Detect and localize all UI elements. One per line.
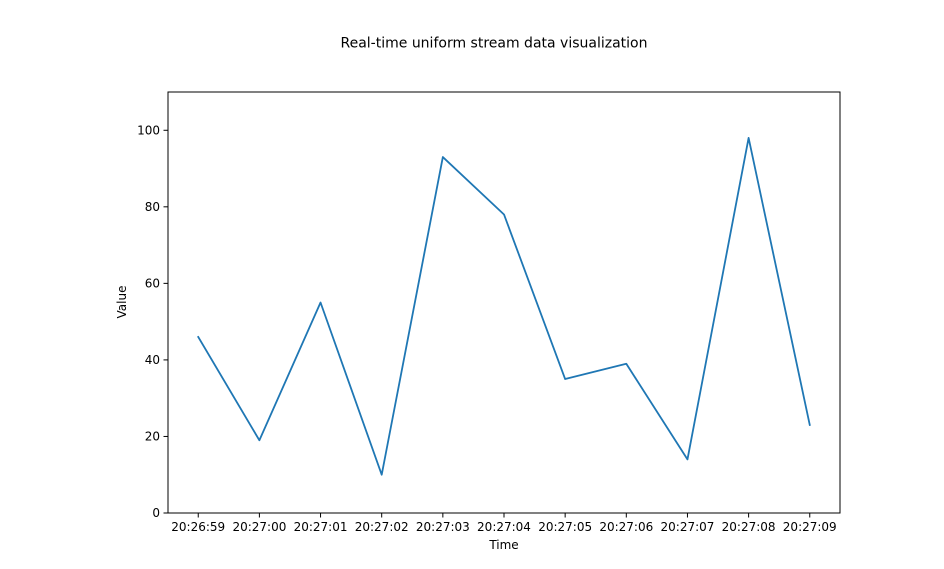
series-line	[197, 137, 811, 476]
x-tick-label: 20:27:01	[294, 520, 348, 534]
x-axis-label: Time	[488, 538, 518, 552]
x-tick-label: 20:27:09	[783, 520, 837, 534]
x-tick-label: 20:27:06	[599, 520, 653, 534]
plot-frame	[167, 91, 841, 514]
y-tick-label: 100	[137, 123, 160, 137]
x-axis: 20:26:59 20:27:00 20:27:01 20:27:02 20:27:03…	[171, 513, 837, 534]
x-tick-label: 20:27:05	[538, 520, 592, 534]
y-tick-label: 20	[145, 429, 160, 443]
x-tick-label: 20:27:02	[355, 520, 409, 534]
y-tick-label: 60	[145, 276, 160, 290]
y-tick-label: 80	[145, 200, 160, 214]
x-tick-label: 20:27:04	[477, 520, 531, 534]
y-axis: 0 20 40 60 80 100	[137, 123, 168, 520]
x-tick-label: 20:27:08	[722, 520, 776, 534]
y-axis-label: Value	[115, 286, 129, 319]
y-tick-label: 0	[152, 506, 160, 520]
x-tick-label: 20:27:00	[232, 520, 286, 534]
chart-title: Real-time uniform stream data visualizat…	[341, 36, 648, 52]
y-tick-label: 40	[145, 353, 160, 367]
x-tick-label: 20:26:59	[171, 520, 225, 534]
x-tick-label: 20:27:07	[661, 520, 715, 534]
x-tick-label: 20:27:03	[416, 520, 470, 534]
